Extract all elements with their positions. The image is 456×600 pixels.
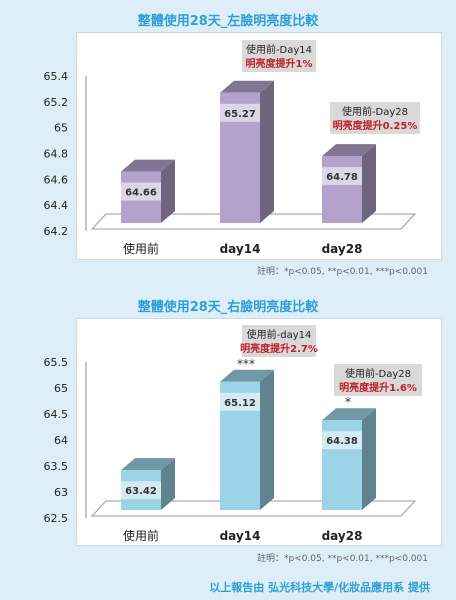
bar-top [322,408,376,421]
value-label: 64.38 [326,436,358,447]
y-tick-label: 65.5 [44,356,69,369]
y-tick-label: 64.5 [44,408,69,421]
chart-title-right: 整體使用28天_右臉明亮度比較 [137,300,319,315]
bar-side [260,369,274,510]
value-label: 65.12 [224,398,256,409]
bar-top [121,458,175,471]
y-tick-label: 65.2 [44,96,69,109]
x-tick-label: day28 [322,529,363,543]
y-tick-label: 63 [54,486,68,499]
y-tick-label: 64.2 [44,225,69,238]
y-tick-label: 64.4 [44,199,69,212]
value-label: 64.66 [125,188,157,199]
y-tick-label: 65 [54,122,68,135]
annotation-line1: 使用前-Day28 [342,105,408,118]
significance-marker: * [345,395,351,409]
annotation-line2: 明亮度提升1.6% [339,381,417,394]
y-tick-label: 62.5 [44,512,69,525]
y-tick-label: 65 [54,382,68,395]
value-label: 63.42 [125,486,157,497]
value-label: 65.27 [224,109,256,120]
annotation-line2: 明亮度提升2.7% [240,342,318,355]
bar-side [362,144,376,223]
annotation-box [330,102,420,134]
annotation-box [242,325,316,357]
y-tick-label: 63.5 [44,460,69,473]
annotation-line2: 明亮度提升0.25% [333,119,418,132]
significance-note-left: 註明：*p<0.05, **p<0.01, ***p<0.001 [256,267,428,277]
bar-top [322,144,376,157]
bar-top [220,369,274,382]
annotation-box [242,40,316,72]
annotation-line1: 使用前-Day28 [345,367,411,380]
significance-note-right: 註明：*p<0.05, **p<0.01, ***p<0.001 [256,554,428,564]
plot-floor [90,213,417,230]
bar-side [161,159,175,223]
bar-top [121,159,175,172]
value-label: 64.78 [326,172,358,183]
value-label-bg [121,481,161,500]
value-label-bg [220,392,260,411]
bar-side [161,458,175,510]
y-tick-label: 64 [54,434,68,447]
x-tick-label: day14 [220,529,261,543]
annotation-line2: 明亮度提升1% [246,57,313,70]
y-tick-label: 65.4 [44,70,69,83]
plot-floor [90,500,417,517]
credit-footer: 以上報告由 弘光科技大學/化妝品應用系 提供 [209,581,430,594]
y-tick-label: 64.8 [44,148,69,161]
significance-marker: *** [237,357,255,371]
x-tick-label: 使用前 [123,528,159,543]
value-label-bg [121,182,161,201]
x-tick-label: day14 [220,242,261,256]
value-label-bg [220,103,260,122]
x-tick-label: day28 [322,242,363,256]
bar-side [362,408,376,510]
value-label-bg [322,431,362,450]
x-tick-label: 使用前 [123,241,159,256]
bar-top [220,80,274,93]
bar-side [260,80,274,224]
annotation-line1: 使用前-Day14 [246,43,312,56]
annotation-box [334,364,422,396]
chart-title-left: 整體使用28天_左臉明亮度比較 [137,14,319,29]
annotation-line1: 使用前-day14 [247,328,312,341]
value-label-bg [322,167,362,186]
y-tick-label: 64.6 [44,173,69,186]
chart-left: 64.2 64.4 64.6 64.8 65 65.2 65.4 64.66 使用前 65.27 d… [44,40,420,256]
